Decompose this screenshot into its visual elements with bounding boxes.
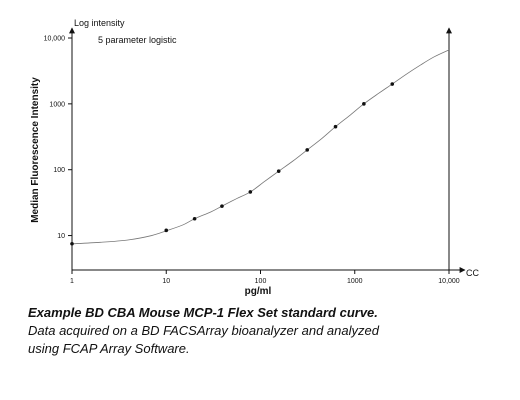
data-point bbox=[248, 190, 253, 194]
data-point bbox=[362, 102, 366, 106]
data-point bbox=[333, 124, 338, 129]
data-point bbox=[276, 169, 281, 173]
axes bbox=[69, 27, 466, 273]
fit-model-annotation: 5 parameter logistic bbox=[98, 35, 177, 45]
y-tick-label: 10,000 bbox=[44, 36, 66, 43]
data-points bbox=[70, 82, 395, 246]
caption-line-1: Data acquired on a BD FACSArray bioanaly… bbox=[28, 323, 379, 338]
y-tick-label: 100 bbox=[53, 167, 65, 174]
data-point bbox=[305, 148, 310, 152]
y-axis-annotation: Log intensity bbox=[74, 18, 125, 28]
x-ticks: 1 10 100 1000 10,000 bbox=[70, 270, 460, 285]
x-axis-annotation: CC bbox=[466, 268, 479, 278]
caption-title: Example BD CBA Mouse MCP-1 Flex Set stan… bbox=[28, 305, 378, 320]
data-point bbox=[70, 241, 74, 246]
x-tick-label: 10,000 bbox=[438, 278, 460, 285]
y-axis-title: Median Fluorescence Intensity bbox=[30, 77, 41, 223]
fit-curve-line bbox=[71, 49, 450, 245]
x-axis-title: pg/ml bbox=[245, 286, 272, 297]
figure-caption: Example BD CBA Mouse MCP-1 Flex Set stan… bbox=[28, 304, 498, 358]
data-point bbox=[164, 228, 169, 233]
data-point bbox=[220, 204, 224, 208]
data-point bbox=[192, 216, 197, 221]
x-tick-label: 1 bbox=[70, 278, 74, 285]
y-ticks: 10 100 1000 10,000 bbox=[44, 36, 72, 240]
y-tick-label: 1000 bbox=[49, 101, 65, 108]
y-tick-label: 10 bbox=[57, 233, 65, 240]
x-tick-label: 10 bbox=[162, 278, 170, 285]
x-tick-label: 1000 bbox=[347, 278, 363, 285]
x-tick-label: 100 bbox=[255, 278, 267, 285]
standard-curve-chart: 1 10 100 1000 10,000 10 100 1000 10,000 Log int… bbox=[30, 18, 479, 297]
data-point bbox=[390, 82, 395, 86]
caption-line-2: using FCAP Array Software. bbox=[28, 341, 190, 356]
